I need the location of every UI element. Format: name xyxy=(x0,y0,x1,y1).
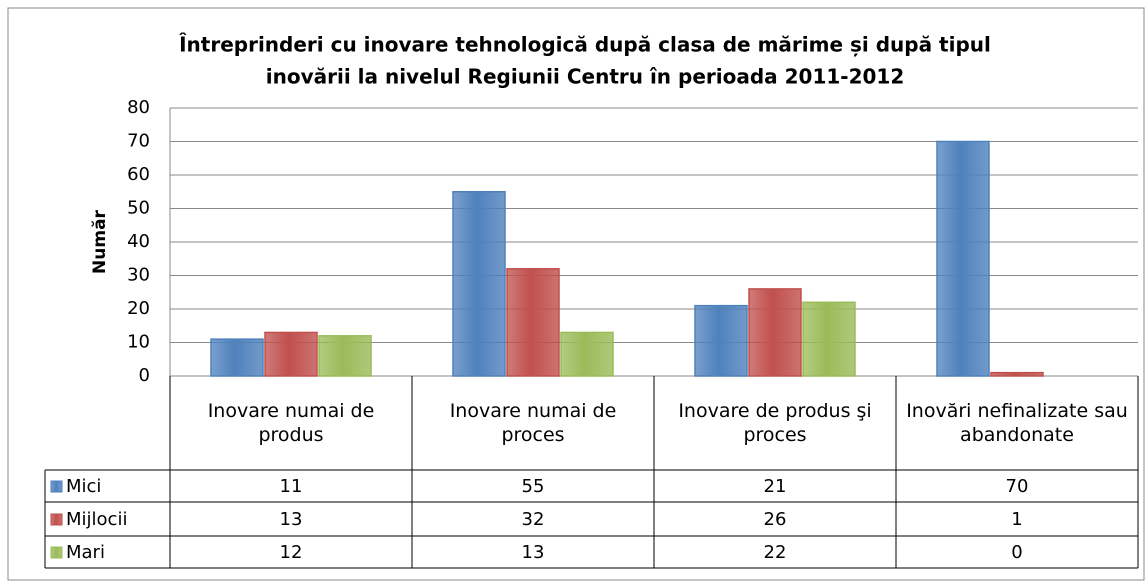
table-value: 21 xyxy=(764,476,787,497)
bar xyxy=(210,338,264,377)
x-tick-label: Inovări nefinalizate sau abandonate xyxy=(906,400,1128,446)
legend-key xyxy=(50,480,63,493)
x-tick-label: Inovare numai de produs xyxy=(207,400,375,446)
y-tick-label: 70 xyxy=(127,131,150,152)
table-value: 12 xyxy=(280,542,303,563)
legend-label: Mijlocii xyxy=(66,509,127,530)
bar xyxy=(802,301,856,377)
y-tick-label: 0 xyxy=(139,365,150,386)
table-value: 32 xyxy=(522,509,545,530)
table-value: 70 xyxy=(1006,476,1029,497)
y-tick-label: 60 xyxy=(127,164,150,185)
legend-label: Mici xyxy=(66,476,101,497)
table-value: 13 xyxy=(522,542,545,563)
bar xyxy=(452,191,506,377)
x-tick-label: Inovare numai de proces xyxy=(449,400,617,446)
table-value: 26 xyxy=(764,509,787,530)
table-value: 0 xyxy=(1011,542,1022,563)
x-tick-label: Inovare de produs şi proces xyxy=(678,400,872,446)
bar xyxy=(936,140,990,377)
bar xyxy=(748,288,802,377)
table-value: 13 xyxy=(280,509,303,530)
bar xyxy=(694,304,748,377)
table-value: 22 xyxy=(764,542,787,563)
y-axis-label: Număr xyxy=(90,209,110,274)
legend-key xyxy=(50,546,63,559)
table-value: 11 xyxy=(280,476,303,497)
table-value: 1 xyxy=(1011,509,1022,530)
y-tick-label: 40 xyxy=(127,231,150,252)
bar xyxy=(560,331,614,377)
chart-title: inovării la nivelul Regiunii Centru în p… xyxy=(266,65,905,89)
legend-label: Mari xyxy=(66,542,105,563)
chart-title: Întreprinderi cu inovare tehnologică dup… xyxy=(179,33,991,57)
y-tick-label: 10 xyxy=(127,332,150,353)
bar xyxy=(506,268,560,377)
bar xyxy=(990,371,1044,377)
y-tick-label: 30 xyxy=(127,265,150,286)
y-tick-label: 50 xyxy=(127,198,150,219)
legend-key xyxy=(50,513,63,526)
bar xyxy=(264,331,318,377)
bar xyxy=(318,335,372,377)
y-tick-label: 80 xyxy=(127,97,150,118)
y-tick-label: 20 xyxy=(127,298,150,319)
table-value: 55 xyxy=(522,476,545,497)
